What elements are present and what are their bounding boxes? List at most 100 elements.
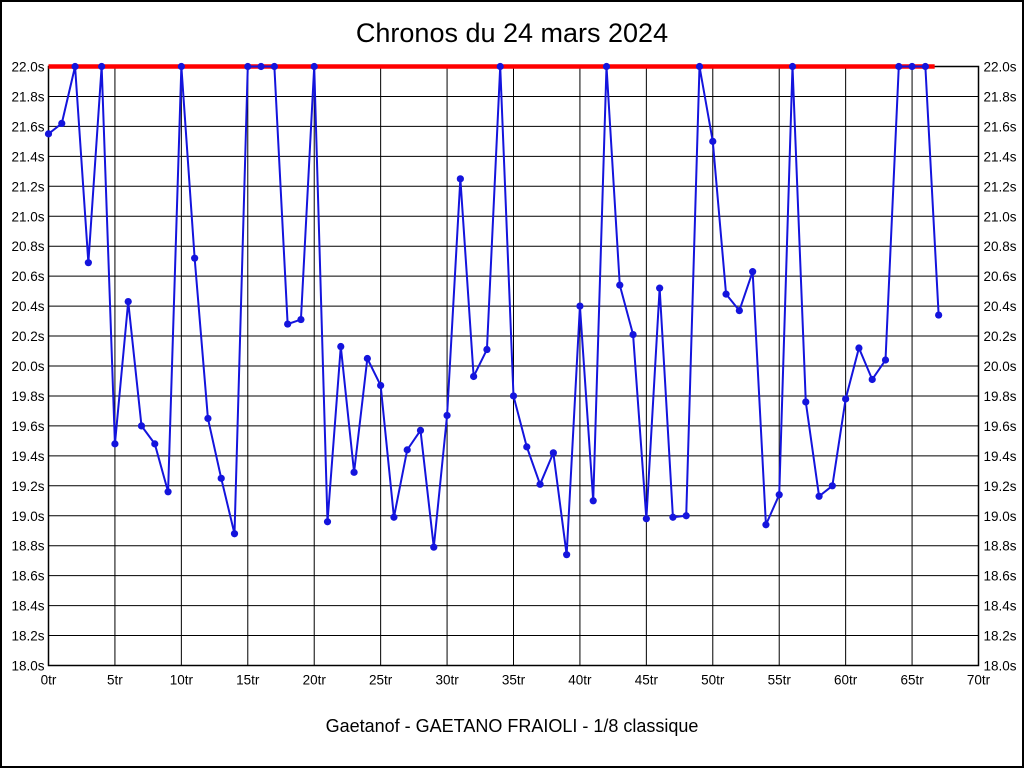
lap-time-point <box>935 311 943 319</box>
chart-title: Chronos du 24 mars 2024 <box>355 18 669 48</box>
x-tick-label: 30tr <box>435 673 459 688</box>
y-tick-label-right: 18.4s <box>984 599 1017 614</box>
lap-time-point <box>908 62 916 71</box>
lap-time-point <box>98 62 106 71</box>
x-tick-label: 25tr <box>369 673 393 688</box>
lap-time-point <box>377 381 385 390</box>
x-tick-label: 10tr <box>170 673 194 688</box>
lap-time-point <box>204 414 212 423</box>
y-tick-label-left: 20.6s <box>11 269 44 284</box>
y-tick-label-left: 22.0s <box>11 60 44 75</box>
y-tick-label-left: 21.4s <box>11 149 44 164</box>
y-tick-label-left: 21.0s <box>11 209 44 224</box>
y-tick-label-right: 21.6s <box>984 119 1017 134</box>
x-tick-label: 20tr <box>303 673 327 688</box>
y-tick-label-right: 20.2s <box>984 329 1017 344</box>
lap-time-point <box>549 449 557 457</box>
lap-time-point <box>828 482 836 490</box>
y-tick-label-right: 19.2s <box>984 479 1017 494</box>
lap-time-point <box>682 512 690 520</box>
y-tick-label-left: 19.6s <box>11 419 44 434</box>
y-tick-label-right: 20.0s <box>984 359 1017 374</box>
lap-time-point <box>855 344 863 352</box>
y-tick-label-right: 21.8s <box>984 89 1017 104</box>
lap-time-point <box>563 551 571 559</box>
y-tick-label-left: 21.6s <box>11 119 44 134</box>
y-tick-label-left: 18.0s <box>11 659 44 674</box>
lap-time-point <box>137 422 146 430</box>
y-tick-label-left: 21.2s <box>11 179 44 194</box>
y-tick-label-right: 22.0s <box>984 60 1017 75</box>
lap-time-point <box>416 426 425 434</box>
lap-time-point <box>576 302 584 310</box>
lap-time-point <box>177 62 185 71</box>
lap-time-point <box>616 281 624 289</box>
y-tick-label-left: 19.8s <box>11 389 44 404</box>
y-tick-label-left: 18.2s <box>11 629 44 644</box>
y-tick-label-right: 19.6s <box>984 419 1017 434</box>
lap-time-point <box>270 62 278 71</box>
y-tick-label-left: 20.0s <box>11 359 44 374</box>
lap-time-point <box>656 284 664 292</box>
lap-time-point <box>284 320 292 328</box>
x-tick-label: 35tr <box>502 673 526 688</box>
lap-time-point <box>84 259 92 267</box>
y-tick-label-left: 20.2s <box>11 329 44 344</box>
lap-time-point <box>602 62 611 71</box>
y-tick-label-left: 18.6s <box>11 569 44 584</box>
lap-time-point <box>297 315 305 324</box>
y-tick-label-right: 21.0s <box>984 209 1017 224</box>
y-tick-label-left: 18.8s <box>11 539 44 554</box>
lap-time-point <box>722 290 730 298</box>
lap-time-point <box>775 491 783 499</box>
y-tick-label-right: 18.0s <box>984 659 1017 674</box>
lap-time-point <box>695 62 704 71</box>
lap-time-point <box>762 521 770 529</box>
lap-time-series-line <box>47 65 940 555</box>
x-tick-label: 60tr <box>834 673 858 688</box>
lap-time-point <box>456 175 464 183</box>
lap-time-point <box>669 513 677 521</box>
lap-time-point <box>363 354 371 363</box>
lap-time-point <box>44 130 53 138</box>
lap-time-point <box>868 375 876 384</box>
x-tick-label: 15tr <box>236 673 260 688</box>
lap-time-point <box>111 440 119 448</box>
y-tick-label-right: 19.0s <box>984 509 1017 524</box>
y-tick-label-right: 19.8s <box>984 389 1017 404</box>
y-tick-label-right: 19.4s <box>984 449 1017 464</box>
lap-time-point <box>802 398 810 406</box>
lap-time-point <box>642 515 650 523</box>
lap-time-point <box>815 492 823 500</box>
x-tick-label: 65tr <box>900 673 924 688</box>
lap-time-point <box>709 137 717 145</box>
x-tick-label: 70tr <box>967 673 991 688</box>
lap-time-point <box>921 62 929 71</box>
y-tick-label-right: 18.6s <box>984 569 1017 584</box>
lap-time-point <box>881 356 890 364</box>
lap-time-point <box>230 530 239 538</box>
driver-caption: Gaetanof - GAETANO FRAIOLI - 1/8 classiq… <box>325 716 699 736</box>
lap-time-point <box>895 62 903 71</box>
y-tick-label-left: 18.4s <box>11 599 44 614</box>
x-tick-label: 0tr <box>41 673 57 688</box>
lap-time-point <box>390 513 398 521</box>
lap-time-point <box>496 62 504 71</box>
y-tick-label-right: 21.4s <box>984 149 1017 164</box>
lap-time-point <box>71 62 79 71</box>
y-tick-label-right: 18.2s <box>984 629 1017 644</box>
x-tick-label: 45tr <box>635 673 659 688</box>
y-tick-label-right: 18.8s <box>984 539 1017 554</box>
lap-time-point <box>470 372 478 381</box>
y-tick-label-left: 20.4s <box>11 299 44 314</box>
lap-time-point <box>217 474 225 482</box>
lap-time-point <box>124 298 132 306</box>
y-tick-label-left: 19.0s <box>11 509 44 524</box>
lap-time-point <box>350 468 358 476</box>
x-tick-label: 40tr <box>568 673 592 688</box>
lap-time-point <box>509 392 518 400</box>
lap-time-point <box>788 62 797 71</box>
y-tick-label-left: 19.2s <box>11 479 44 494</box>
lap-time-point <box>523 443 531 451</box>
lap-time-point <box>310 62 318 71</box>
